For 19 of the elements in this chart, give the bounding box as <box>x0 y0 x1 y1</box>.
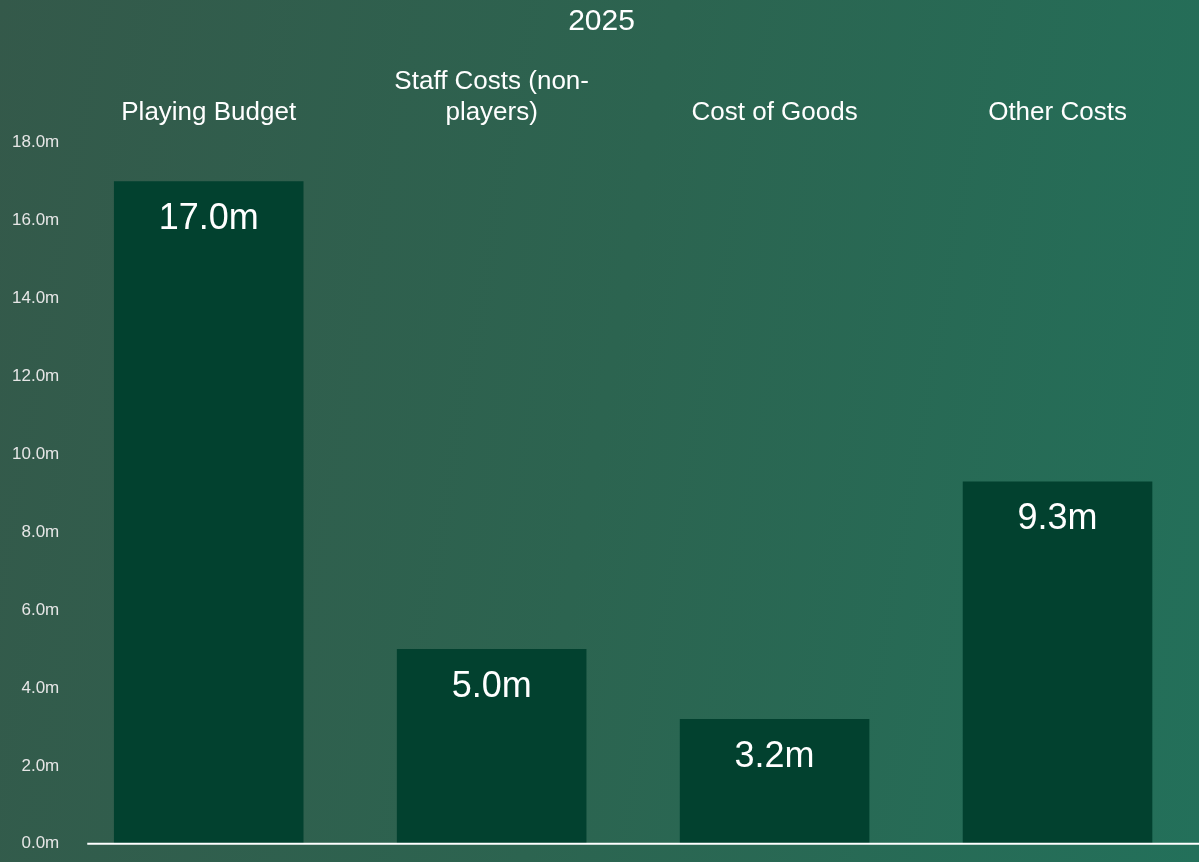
y-tick-label: 16.0m <box>12 210 60 230</box>
y-tick-label: 4.0m <box>21 677 60 697</box>
y-tick-label: 18.0m <box>12 132 60 152</box>
x-tick-label: Staff Costs (non-players) <box>394 64 589 126</box>
y-tick-label: 14.0m <box>12 287 60 307</box>
chart-title: 2025 <box>568 3 635 37</box>
data-label: 9.3m <box>1017 496 1098 538</box>
y-tick-label: 8.0m <box>21 521 60 541</box>
x-tick-label: Other Costs <box>988 95 1127 126</box>
data-label: 17.0m <box>158 196 259 238</box>
y-tick-label: 12.0m <box>12 365 60 385</box>
y-tick-label: 0.0m <box>21 833 60 853</box>
data-label: 3.2m <box>734 734 815 776</box>
x-tick-label: Playing Budget <box>121 95 297 126</box>
y-tick-label: 2.0m <box>21 755 60 775</box>
x-tick-label: Cost of Goods <box>691 95 858 126</box>
y-tick-label: 6.0m <box>21 599 60 619</box>
y-tick-label: 10.0m <box>12 443 60 463</box>
data-label: 5.0m <box>451 663 532 705</box>
